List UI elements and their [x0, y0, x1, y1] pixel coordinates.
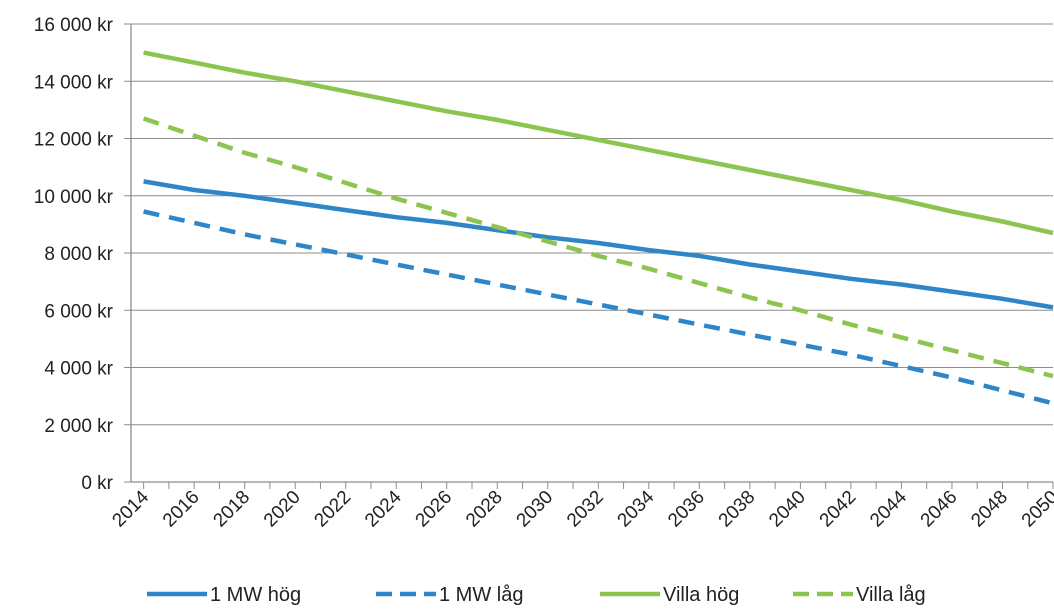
x-tick-label: 2026	[412, 487, 457, 532]
y-tick-label: 0 kr	[81, 473, 113, 494]
x-tick-label: 2018	[209, 487, 254, 532]
legend-label-3: Villa låg	[856, 584, 926, 606]
y-tick-label: 14 000 kr	[34, 72, 114, 93]
series-lines	[142, 50, 1054, 406]
series-line-2	[143, 50, 1054, 236]
y-axis-tick-labels: 0 kr 2 000 kr 4 000 kr 6 000 kr 8 000 kr 10 0…	[34, 15, 114, 494]
x-tick-label: 2022	[311, 487, 356, 532]
x-tick-label: 2030	[513, 487, 558, 532]
x-tick-label: 2036	[664, 487, 709, 532]
legend-label-0: 1 MW hög	[210, 584, 301, 606]
x-tick-label: 2048	[967, 487, 1012, 532]
x-tick-label: 2044	[866, 486, 911, 531]
y-tick-label: 10 000 kr	[34, 187, 114, 208]
y-tick-label: 8 000 kr	[44, 244, 113, 265]
x-tick-label: 2016	[159, 487, 204, 532]
y-tick-label: 2 000 kr	[44, 416, 113, 437]
x-tick-label: 2034	[614, 486, 659, 531]
legend: 1 MW hög 1 MW låg Villa hög Villa låg	[147, 584, 926, 606]
series-line-1	[143, 209, 1054, 406]
x-tick-label: 2020	[260, 487, 305, 532]
y-tick-label: 12 000 kr	[34, 130, 114, 151]
x-tick-label: 2046	[917, 487, 962, 532]
x-tick-label: 2014	[108, 486, 153, 531]
legend-label-2: Villa hög	[663, 584, 739, 606]
x-tick-label: 2028	[462, 487, 507, 532]
x-tick-label: 2038	[715, 487, 760, 532]
x-tick-label: 2032	[563, 487, 608, 532]
gridlines	[131, 23, 1053, 426]
x-axis-tick-labels: 2014 2016 2018 2020 2022 2024 2026 2028 2030 2032…	[108, 486, 1054, 531]
x-tick-label: 2050	[1018, 487, 1054, 532]
x-tick-label: 2040	[765, 487, 810, 532]
y-tick-label: 6 000 kr	[44, 301, 113, 322]
axes	[124, 23, 1054, 489]
y-tick-label: 16 000 kr	[34, 15, 114, 36]
series-line-3	[142, 116, 1054, 379]
legend-label-1: 1 MW låg	[439, 584, 523, 606]
series-line-0	[143, 179, 1054, 310]
y-tick-label: 4 000 kr	[44, 359, 113, 380]
x-tick-label: 2024	[361, 486, 406, 531]
x-tick-label: 2042	[816, 487, 861, 532]
